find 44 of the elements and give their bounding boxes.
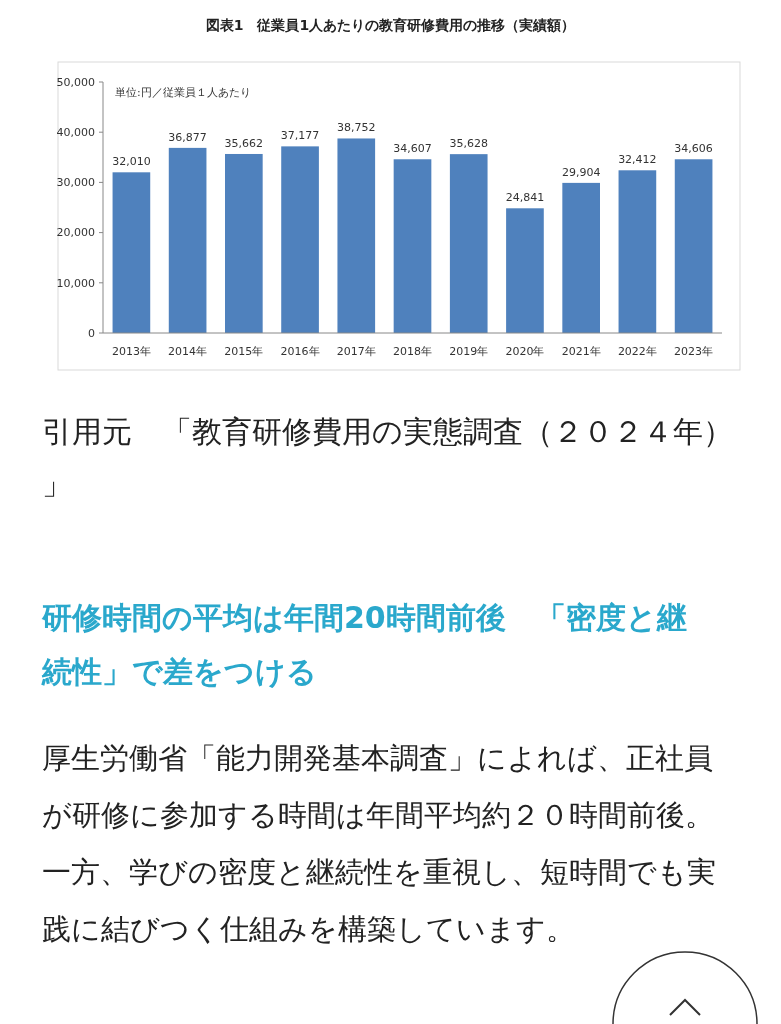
x-tick-label: 2015年 [224,345,264,358]
bar [562,182,600,333]
data-label: 35,662 [224,136,264,150]
text: 研修時間の平均は年間20時間前後 「密度と継続性」で差をつける [41,600,687,689]
y-tick-label: 0 [88,326,95,340]
data-label: 35,628 [449,137,488,151]
y-tick-label: 10,000 [56,276,95,290]
x-tick-label: 2018年 [393,345,432,358]
x-tick-label: 2021年 [561,345,601,358]
data-label: 36,877 [168,130,207,144]
x-tick-label: 2023年 [674,345,714,358]
data-label: 32,412 [618,153,657,167]
bar [393,159,432,333]
y-tick-label: 50,000 [56,75,95,89]
bar [168,147,207,333]
x-tick-label: 2014年 [168,345,208,358]
x-tick-label: 2013年 [111,345,151,358]
bar [225,153,263,333]
bar [337,138,376,333]
bar [112,172,151,333]
data-label: 38,752 [337,121,376,135]
data-label: 32,010 [112,155,151,169]
data-label: 34,607 [393,142,432,156]
data-label: 34,606 [674,142,713,156]
y-tick-label: 40,000 [56,126,95,140]
data-label: 24,841 [505,191,545,205]
x-tick-label: 2019年 [449,345,489,358]
y-tick-label: 20,000 [56,226,95,240]
data-label: 37,177 [280,129,320,143]
data-label: 29,904 [561,165,601,179]
bar [618,170,657,333]
x-tick-label: 2017年 [336,345,376,358]
x-tick-label: 2020年 [505,345,545,358]
bar [674,159,713,333]
bar [449,154,488,333]
y-tick-label: 30,000 [56,176,95,190]
bar [281,146,319,333]
chart-title: 図表1 従業員1人あたりの教育研修費用の推移（実績額） [205,17,576,33]
text: 引用元 「教育研修費用の実態調査（２０２４年）」 [42,414,733,501]
x-tick-label: 2022年 [617,345,657,358]
bar [506,208,544,333]
annotation: 単位:円／従業員１人あたり [115,86,251,99]
text: 厚生労働省「能力開発基本調査」によれば、正社員が研修に参加する時間は年間平均約２０時間前後。一方、学びの密度と継続性を重視し、短時間でも実践に結びつく仕組みを構築しています。 [42,741,716,946]
x-tick-label: 2016年 [280,345,320,358]
